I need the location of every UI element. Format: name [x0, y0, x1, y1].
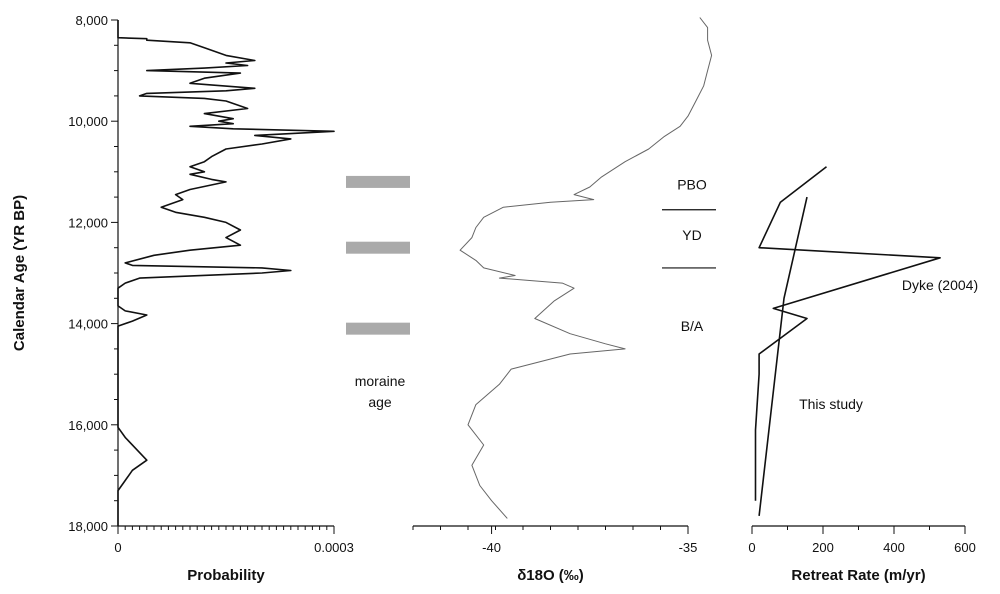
x-tick-label-retreat: 200 — [812, 540, 834, 555]
axes-layer: 8,000 10,000 12,000 14,000 16,000 18,000 Calen… — [11, 13, 976, 584]
y-tick-label: 18,000 — [68, 519, 108, 534]
x-tick-label-probability: 0 — [114, 540, 121, 555]
x-tick-label-d18o: -40 — [482, 540, 501, 555]
y-tick-label: 16,000 — [68, 418, 108, 433]
x-tick-label-retreat: 400 — [883, 540, 905, 555]
x-axis-title-d18o: δ18O (‰) — [517, 567, 584, 584]
x-axis-title-retreat: Retreat Rate (m/yr) — [791, 567, 925, 584]
moraine-age-bar — [346, 241, 410, 254]
moraine-age-bar — [346, 322, 410, 335]
series-label-dyke: Dyke (2004) — [902, 277, 978, 293]
x-tick-label-retreat: 600 — [954, 540, 976, 555]
data-layer — [117, 17, 941, 526]
y-axis-title: Calendar Age (YR BP) — [11, 195, 28, 351]
y-tick-label: 10,000 — [68, 114, 108, 129]
series-line-dyke-2004 — [754, 166, 941, 501]
period-label: PBO — [677, 176, 707, 192]
moraine-age-label: moraine — [355, 373, 406, 389]
y-tick-label: 12,000 — [68, 215, 108, 230]
series-line-this-study — [758, 196, 808, 516]
period-label: YD — [682, 227, 701, 243]
x-tick-label-d18o: -35 — [679, 540, 698, 555]
x-axis-title-probability: Probability — [187, 567, 265, 584]
annotation-layer: moraine age PBO YD B/A Dyke (2004) This study — [346, 175, 978, 412]
series-label-this-study: This study — [799, 396, 863, 412]
moraine-age-label: age — [368, 394, 392, 410]
y-tick-label: 8,000 — [75, 13, 108, 28]
x-tick-label-probability: 0.0003 — [314, 540, 354, 555]
period-label: B/A — [681, 318, 704, 334]
moraine-age-bar — [346, 175, 410, 188]
series-line-probability — [117, 20, 335, 526]
x-tick-label-retreat: 0 — [748, 540, 755, 555]
series-line-d18o — [459, 17, 713, 519]
y-tick-label: 14,000 — [68, 317, 108, 332]
